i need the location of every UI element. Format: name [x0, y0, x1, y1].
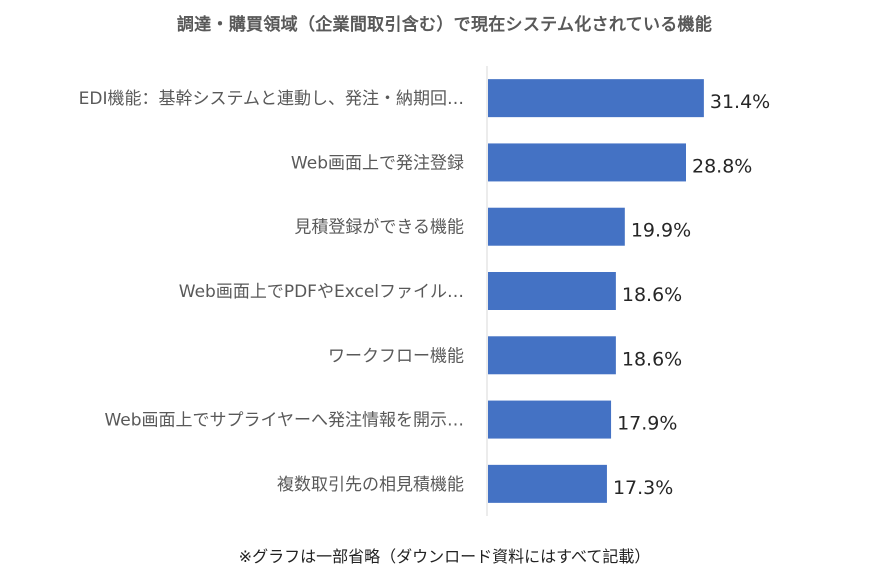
category-label: Web画面上で発注登録 — [291, 153, 464, 173]
category-label: 複数取引先の相見積機能 — [277, 475, 464, 495]
category-label: Web画面上でサプライヤーへ発注情報を開示… — [104, 411, 464, 431]
bar — [488, 272, 616, 310]
footnote: ※グラフは一部省略（ダウンロード資料にはすべて記載） — [238, 547, 651, 566]
value-label: 28.8% — [692, 155, 752, 177]
bar — [488, 143, 686, 182]
category-label: Web画面上でPDFやExcelファイル… — [179, 282, 464, 302]
value-label: 17.3% — [613, 477, 673, 499]
bar — [488, 336, 616, 375]
category-label: ワークフロー機能 — [328, 346, 464, 366]
category-label: EDI機能：基幹システムと連動し、発注・納期回… — [79, 88, 464, 109]
chart-title: 調達・購買領域（企業間取引含む）で現在システム化されている機能 — [176, 15, 713, 35]
value-label: 31.4% — [710, 91, 770, 113]
bar — [488, 207, 625, 246]
category-label: 見積登録ができる機能 — [294, 218, 464, 238]
value-label: 19.9% — [631, 220, 691, 242]
bar — [488, 464, 607, 503]
value-label: 18.6% — [622, 348, 682, 370]
bar — [488, 79, 704, 118]
value-label: 17.9% — [617, 413, 677, 435]
value-label: 18.6% — [622, 284, 682, 306]
bar — [488, 400, 612, 439]
